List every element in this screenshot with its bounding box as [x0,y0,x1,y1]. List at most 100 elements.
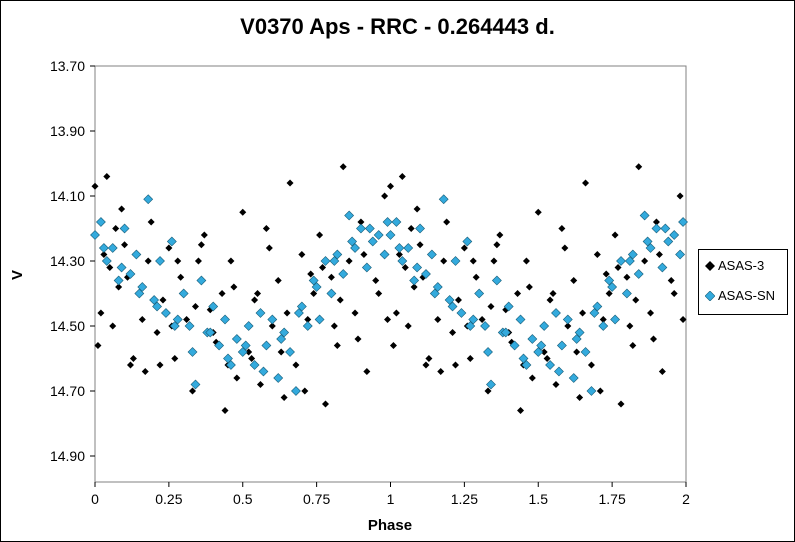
diamond-icon [705,260,715,271]
asas-sn-point [403,243,414,253]
asas-sn-point [394,243,405,253]
asas-3-point [191,303,199,310]
asas-sn-point [367,236,378,247]
asas-sn-point [356,223,366,234]
asas-sn-point [621,288,632,299]
asas-sn-point [237,347,248,357]
asas-sn-point [169,321,180,331]
asas-3-point [333,342,341,349]
asas-sn-point [329,256,340,266]
asas-3-point [91,182,99,190]
asas-3-point [304,316,312,323]
asas-3-point [103,173,111,180]
asas-3-point [177,273,185,281]
asas-3-point [298,251,306,258]
asas-sn-point [184,321,195,331]
asas-sn-point [545,360,555,370]
asas-3-point [174,257,182,265]
asas-3-point [392,309,400,317]
asas-3-point [218,290,226,297]
asas-3-point [514,290,522,297]
asas-sn-point [429,288,440,299]
asas-sn-point [426,249,437,260]
asas-sn-point [645,243,656,253]
x-tick-label: 1.5 [529,491,549,507]
plot-area [94,65,687,483]
asas-sn-point [483,347,493,357]
asas-sn-point [101,256,112,266]
asas-3-point [301,387,309,395]
asas-3-point [576,394,584,401]
asas-3-point [596,387,604,395]
asas-sn-point [571,334,582,344]
asas-3-point [540,348,548,356]
asas-3-point [593,251,601,258]
asas-sn-point [267,314,278,325]
data-points [90,163,688,414]
asas-3-point [357,218,365,226]
asas-3-point [647,309,655,317]
asas-3-point [635,163,643,171]
asas-sn-point [415,223,425,234]
asas-sn-point [95,217,106,227]
asas-sn-point [604,275,615,286]
asas-3-point [629,342,637,349]
asas-3-point [561,244,569,252]
asas-3-point [617,400,625,408]
asas-sn-point [332,249,343,260]
asas-3-point [194,257,202,265]
asas-sn-point [660,223,671,234]
asas-3-point [363,368,371,375]
asas-sn-point [554,366,564,377]
asas-3-point [449,329,457,336]
asas-3-point [573,348,581,356]
asas-3-point [626,322,634,330]
asas-sn-point [480,321,490,331]
asas-sn-point [438,194,449,205]
asas-3-point [587,361,595,369]
x-tick-label: 1.25 [451,491,478,507]
asas-3-point [546,296,554,304]
asas-sn-point [279,327,290,338]
asas-3-point [165,244,173,252]
asas-sn-point [196,275,207,286]
asas-sn-point [326,288,337,299]
asas-sn-point [350,243,360,253]
asas-3-point [292,361,300,369]
asas-3-point [454,296,462,304]
asas-sn-point [338,269,349,279]
asas-sn-point [657,262,668,273]
asas-sn-point [450,256,461,266]
asas-sn-point [675,249,686,260]
asas-3-point [100,251,108,258]
asas-sn-point [385,230,396,240]
asas-3-point [233,374,241,382]
asas-sn-point [226,360,236,370]
y-axis: 13.70 13.90 14.10 14.30 14.50 14.70 14.90 [50,58,95,464]
asas-3-point [141,368,149,375]
asas-sn-point [556,340,567,351]
asas-sn-point [633,269,644,279]
asas-sn-point [134,288,145,299]
asas-sn-point [624,256,635,266]
asas-sn-point [160,308,171,318]
asas-3-point [472,273,480,281]
asas-sn-point [518,353,529,364]
asas-3-point [126,361,134,369]
asas-3-point [221,407,229,414]
asas-sn-point [509,340,520,351]
asas-sn-point [607,282,618,292]
asas-sn-point [598,321,609,331]
x-axis: 0 0.25 0.5 0.75 1 1.25 1.5 1.75 2 [91,482,690,507]
asas-3-point [112,225,120,232]
asas-sn-point [137,282,148,292]
asas-sn-point [503,301,514,312]
asas-sn-point [592,301,603,312]
asas-3-point [679,316,687,323]
asas-3-point [599,316,607,323]
asas-sn-point [311,282,322,292]
y-tick-label: 13.70 [50,58,85,74]
asas-sn-point [486,379,496,390]
asas-3-point [469,257,477,265]
asas-sn-point [465,321,476,331]
